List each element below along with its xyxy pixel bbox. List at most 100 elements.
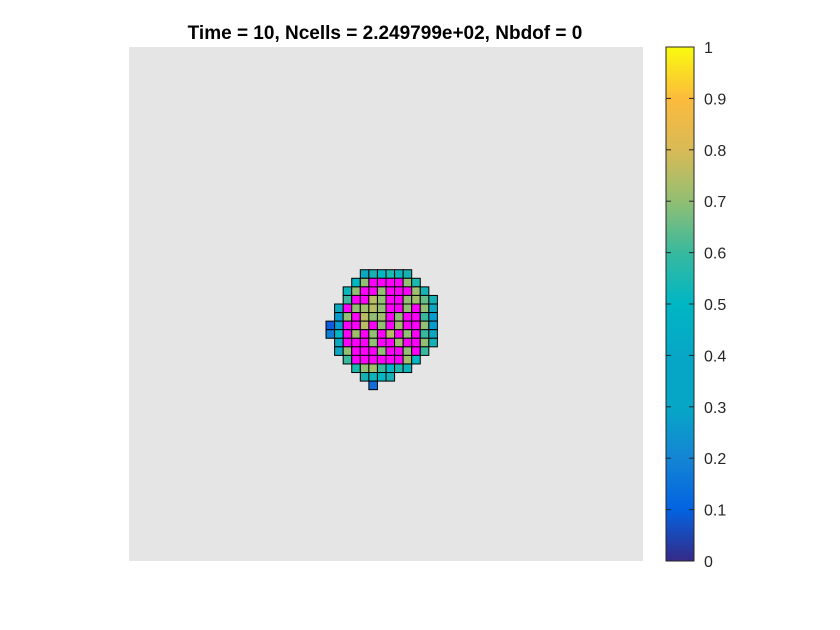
grid-cell (419, 294, 430, 305)
grid-cell (368, 312, 378, 322)
grid-cell (342, 320, 353, 331)
grid-cell (385, 269, 396, 279)
grid-cell (351, 303, 361, 314)
grid-cell (359, 303, 370, 314)
grid-cell (402, 269, 413, 279)
grid-cell (394, 320, 404, 331)
colorbar-tick-label: 0.8 (704, 143, 726, 160)
grid-cell (411, 294, 421, 305)
grid-cell (359, 337, 370, 348)
grid-cell (351, 294, 361, 305)
grid-cell (368, 329, 378, 339)
grid-cell (428, 337, 438, 348)
grid-cell (402, 286, 413, 296)
grid-cell (368, 363, 378, 374)
grid-cell (419, 312, 430, 322)
grid-cell (394, 363, 404, 374)
grid-cell (394, 337, 404, 348)
grid-cell (359, 320, 370, 331)
grid-cell (419, 329, 430, 339)
grid-cell (351, 329, 361, 339)
grid-cell (342, 354, 353, 365)
grid-cell (351, 363, 361, 374)
grid-cell (385, 294, 396, 305)
grid-cell (334, 303, 344, 314)
grid-cell (342, 303, 353, 314)
grid-cell (411, 320, 421, 331)
grid-cell (376, 346, 387, 356)
grid-cell (368, 286, 378, 296)
grid-cell (351, 312, 361, 322)
grid-cell (411, 329, 421, 339)
grid-cell (334, 312, 344, 322)
grid-cell (359, 346, 370, 356)
grid-cell (419, 337, 430, 348)
grid-cell (376, 354, 387, 365)
grid-cell (385, 372, 396, 382)
grid-cell (402, 346, 413, 356)
grid-cell (325, 329, 336, 339)
grid-cell (385, 312, 396, 322)
grid-cell (394, 303, 404, 314)
grid-cell (385, 363, 396, 374)
grid-cell (368, 337, 378, 348)
grid-cell (351, 354, 361, 365)
colorbar-tick-label: 0.2 (704, 451, 726, 468)
grid-cell (368, 303, 378, 314)
grid-cell (385, 354, 396, 365)
grid-cell (394, 277, 404, 288)
grid-cell (394, 346, 404, 356)
grid-cell (368, 380, 378, 391)
colorbar-tick-label: 0.9 (704, 91, 726, 108)
grid-cell (351, 286, 361, 296)
grid-cell (351, 277, 361, 288)
grid-cell (376, 329, 387, 339)
grid-cell (428, 320, 438, 331)
grid-cell (402, 329, 413, 339)
grid-cell (368, 269, 378, 279)
grid-cell (402, 294, 413, 305)
grid-cell (376, 294, 387, 305)
grid-cell (428, 294, 438, 305)
grid-cell (428, 312, 438, 322)
grid-cell (368, 277, 378, 288)
grid-cell (359, 294, 370, 305)
grid-cell (359, 363, 370, 374)
grid-cell (334, 346, 344, 356)
grid-cell (368, 372, 378, 382)
grid-cell (385, 277, 396, 288)
grid-cell (334, 320, 344, 331)
grid-cell (394, 354, 404, 365)
grid-cell (402, 363, 413, 374)
grid-cell (385, 337, 396, 348)
grid-cell (359, 329, 370, 339)
grid-cell (342, 286, 353, 296)
grid-cell (342, 346, 353, 356)
grid-cell (428, 303, 438, 314)
grid-cell (376, 337, 387, 348)
grid-cell (376, 363, 387, 374)
chart-title: Time = 10, Ncells = 2.249799e+02, Nbdof … (188, 23, 583, 44)
grid-cell (351, 320, 361, 331)
grid-cell (428, 329, 438, 339)
grid-cell (351, 346, 361, 356)
grid-cell (385, 346, 396, 356)
colorbar-tick-label: 0.3 (704, 400, 726, 417)
colorbar-tick-label: 0.7 (704, 194, 726, 211)
grid-cell (419, 303, 430, 314)
grid-cell (376, 320, 387, 331)
grid-cell (394, 312, 404, 322)
grid-cell (385, 286, 396, 296)
colorbar-tick-label: 0.5 (704, 297, 726, 314)
grid-cell (368, 346, 378, 356)
grid-cell (334, 337, 344, 348)
colorbar-tick-label: 0.6 (704, 246, 726, 263)
grid-cell (359, 354, 370, 365)
grid-cell (376, 269, 387, 279)
grid-cell (385, 329, 396, 339)
grid-cell (342, 312, 353, 322)
grid-cell (411, 286, 421, 296)
grid-cell (394, 269, 404, 279)
grid-cell (342, 337, 353, 348)
